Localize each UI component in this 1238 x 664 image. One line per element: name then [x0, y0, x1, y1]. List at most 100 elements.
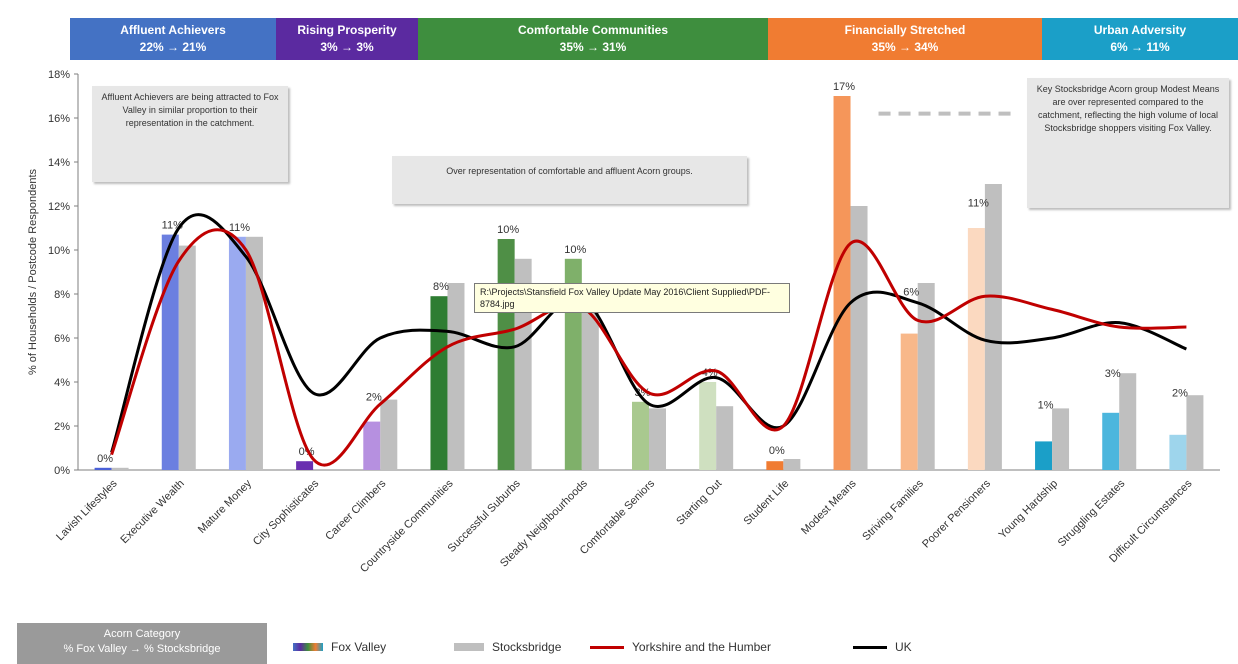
fox-valley-bar	[766, 461, 784, 470]
y-tick-label: 2%	[54, 421, 70, 433]
affluent-achievers-annotation: Affluent Achievers are being attracted t…	[92, 86, 288, 182]
stocksbridge-bar	[783, 459, 801, 470]
y-tick-label: 6%	[54, 333, 70, 345]
fox-valley-bar	[497, 239, 515, 470]
x-tick-label: Career Climbers	[323, 477, 388, 542]
stocksbridge-bar	[245, 236, 263, 470]
stocksbridge-bar	[850, 206, 868, 470]
fox-valley-bar	[296, 461, 314, 470]
data-label: 1%	[1038, 400, 1054, 412]
data-label: 2%	[366, 392, 382, 404]
stocksbridge-bar	[447, 283, 465, 470]
data-label: 11%	[968, 198, 989, 210]
x-tick-label: Struggling Estates	[1056, 477, 1128, 549]
data-label: 11%	[229, 222, 250, 234]
fox-valley-bar	[228, 236, 246, 470]
stocksbridge-bar	[1052, 408, 1070, 470]
y-tick-label: 0%	[54, 465, 70, 477]
x-tick-label: Comfortable Seniors	[578, 477, 658, 557]
band-affluent-achievers: Affluent Achievers 22% → 21%	[70, 18, 276, 60]
stocksbridge-bar	[716, 406, 734, 470]
legend-fox-valley: Fox Valley	[293, 640, 386, 654]
acorn-category-legend-box: Acorn Category % Fox Valley → % Stocksbr…	[17, 623, 267, 664]
y-tick-label: 12%	[48, 201, 70, 213]
band-change: 3% → 3%	[320, 40, 374, 54]
stocksbridge-swatch	[454, 643, 484, 651]
data-label: 0%	[769, 445, 785, 457]
y-axis-title: % of Households / Postcode Respondents	[27, 168, 39, 375]
fox-valley-bar	[161, 234, 179, 470]
x-tick-label: Mature Money	[196, 477, 255, 536]
stocksbridge-bar	[111, 467, 129, 470]
data-label: 2%	[1172, 388, 1188, 400]
fox-valley-bar	[94, 467, 112, 470]
y-tick-label: 16%	[48, 113, 70, 125]
yorkshire-line	[110, 228, 1187, 467]
fox-valley-bar	[632, 401, 649, 470]
comfortable-communities-annotation: Over representation of comfortable and a…	[392, 156, 747, 204]
y-tick-label: 10%	[48, 245, 70, 257]
data-label: 8%	[433, 281, 449, 293]
x-tick-label: Executive Wealth	[118, 478, 186, 546]
stocksbridge-bar	[1186, 395, 1204, 470]
band-change: 35% → 34%	[871, 40, 939, 54]
yorkshire-swatch	[590, 645, 624, 649]
stocksbridge-bar	[1119, 373, 1137, 470]
data-label: 6%	[903, 287, 919, 299]
y-tick-label: 14%	[48, 157, 70, 169]
fox-valley-bar	[967, 228, 985, 470]
band-rising-prosperity: Rising Prosperity 3% → 3%	[276, 18, 418, 60]
legend-yorkshire: Yorkshire and the Humber	[590, 640, 771, 654]
stocksbridge-bar	[984, 184, 1002, 470]
fox-valley-swatch	[293, 643, 323, 651]
y-tick-label: 4%	[54, 377, 70, 389]
band-change: 6% → 11%	[1110, 40, 1170, 54]
y-tick-label: 18%	[48, 69, 70, 81]
uk-swatch	[853, 645, 887, 649]
acorn-category-subtitle: % Fox Valley → % Stocksbridge	[63, 643, 221, 655]
stocksbridge-bar	[917, 283, 935, 470]
x-tick-label: Striving Families	[860, 477, 926, 543]
band-name: Rising Prosperity	[297, 23, 397, 37]
fox-valley-bar	[430, 296, 448, 470]
stocksbridge-bar	[649, 408, 666, 470]
band-change: 35% → 31%	[559, 40, 627, 54]
file-path-tooltip: R:\Projects\Stansfield Fox Valley Update…	[474, 283, 790, 313]
legend-uk: UK	[853, 640, 912, 654]
x-tick-label: Lavish Lifestyles	[54, 477, 120, 543]
band-name: Comfortable Communities	[517, 23, 668, 37]
x-tick-label: Student Life	[741, 478, 791, 528]
band-name: Affluent Achievers	[120, 23, 226, 37]
y-tick-label: 8%	[54, 289, 70, 301]
data-label: 17%	[833, 81, 855, 93]
x-tick-label: City Sophisticates	[251, 477, 322, 548]
band-name: Urban Adversity	[1093, 23, 1187, 37]
fox-valley-bar	[363, 421, 381, 470]
band-change: 22% → 21%	[139, 40, 207, 54]
band-comfortable-communities: Comfortable Communities 35% → 31%	[418, 18, 768, 60]
modest-means-annotation: Key Stocksbridge Acorn group Modest Mean…	[1027, 78, 1229, 208]
x-tick-label: Poorer Pensioners	[920, 477, 993, 550]
band-urban-adversity: Urban Adversity 6% → 11%	[1042, 18, 1238, 60]
fox-valley-bar	[833, 96, 851, 470]
legend-fox-valley-label: Fox Valley	[331, 640, 387, 654]
x-tick-label: Successful Suburbs	[446, 477, 524, 555]
legend-stocksbridge-label: Stocksbridge	[492, 640, 562, 654]
fox-valley-bar	[699, 382, 717, 470]
stocksbridge-bar	[178, 245, 196, 470]
fox-valley-bar	[900, 333, 918, 470]
fox-valley-bar	[1169, 434, 1187, 470]
legend-stocksbridge: Stocksbridge	[454, 640, 561, 654]
data-label: 10%	[497, 224, 519, 236]
legend-yorkshire-label: Yorkshire and the Humber	[632, 640, 771, 654]
acorn-category-title: Acorn Category	[103, 628, 181, 640]
x-tick-label: Starting Out	[674, 478, 724, 528]
x-tick-label: Modest Means	[799, 477, 859, 537]
stocksbridge-bar	[380, 399, 398, 470]
data-label: 0%	[97, 453, 113, 465]
band-financially-stretched: Financially Stretched 35% → 34%	[768, 18, 1042, 60]
legend-uk-label: UK	[895, 640, 912, 654]
data-label: 10%	[564, 244, 586, 256]
stocksbridge-bar	[581, 309, 599, 470]
x-tick-label: Young Hardship	[997, 478, 1061, 542]
